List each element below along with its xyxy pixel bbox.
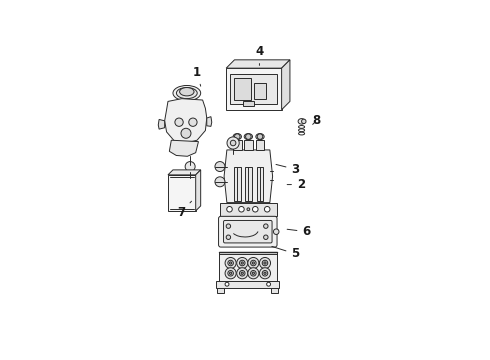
Bar (217, 281, 279, 288)
Bar (234, 167, 241, 201)
Circle shape (227, 207, 232, 212)
Circle shape (264, 272, 266, 274)
Bar (230, 74, 277, 104)
Circle shape (301, 119, 306, 123)
Bar (254, 84, 267, 99)
Bar (217, 288, 224, 293)
FancyBboxPatch shape (219, 216, 277, 247)
Circle shape (273, 229, 279, 234)
Text: 7: 7 (177, 201, 192, 219)
Bar (271, 288, 278, 293)
Circle shape (259, 268, 270, 279)
Polygon shape (207, 117, 212, 126)
Bar (226, 68, 282, 110)
Text: 1: 1 (193, 66, 201, 86)
Circle shape (175, 118, 183, 126)
Circle shape (264, 262, 266, 264)
Circle shape (215, 162, 225, 172)
Polygon shape (224, 150, 272, 203)
Circle shape (235, 134, 240, 139)
Circle shape (265, 207, 270, 212)
Polygon shape (170, 140, 198, 156)
Circle shape (229, 272, 232, 274)
Polygon shape (282, 60, 290, 110)
Circle shape (241, 262, 244, 264)
Ellipse shape (180, 87, 194, 96)
Circle shape (181, 128, 191, 138)
Bar (235, 78, 251, 100)
Circle shape (189, 118, 197, 126)
Circle shape (215, 177, 225, 187)
Ellipse shape (233, 134, 242, 140)
Circle shape (227, 137, 239, 149)
Polygon shape (165, 99, 207, 143)
Circle shape (185, 162, 195, 172)
Circle shape (240, 270, 245, 276)
Text: 3: 3 (276, 163, 299, 176)
Circle shape (264, 224, 268, 228)
Ellipse shape (173, 85, 201, 101)
Ellipse shape (186, 177, 195, 182)
Bar (256, 140, 265, 150)
Circle shape (225, 282, 229, 286)
Circle shape (262, 270, 268, 276)
Bar (220, 203, 277, 216)
Circle shape (241, 272, 244, 274)
Text: 4: 4 (255, 45, 264, 66)
Circle shape (228, 260, 233, 266)
Bar (219, 252, 277, 281)
Circle shape (262, 260, 268, 266)
Bar (245, 167, 252, 201)
Circle shape (240, 260, 245, 266)
Bar (244, 140, 253, 150)
Circle shape (267, 282, 270, 286)
Circle shape (250, 260, 256, 266)
Circle shape (230, 140, 236, 146)
Polygon shape (226, 60, 290, 68)
Circle shape (252, 207, 258, 212)
Text: 6: 6 (287, 225, 311, 238)
Circle shape (226, 235, 231, 239)
Circle shape (250, 270, 256, 276)
Bar (257, 167, 263, 201)
Circle shape (228, 270, 233, 276)
Bar (243, 100, 254, 105)
Ellipse shape (176, 87, 197, 99)
Ellipse shape (244, 134, 252, 140)
Circle shape (237, 257, 248, 269)
Bar (168, 175, 196, 211)
Ellipse shape (298, 118, 305, 124)
Circle shape (257, 134, 263, 139)
Circle shape (239, 207, 244, 212)
Circle shape (252, 272, 254, 274)
Circle shape (248, 257, 259, 269)
Text: 8: 8 (312, 114, 320, 127)
Bar (233, 140, 242, 150)
Circle shape (264, 235, 268, 239)
Circle shape (237, 268, 248, 279)
Circle shape (225, 257, 236, 269)
Polygon shape (196, 170, 201, 211)
Polygon shape (168, 170, 201, 175)
Polygon shape (158, 120, 165, 129)
Circle shape (247, 208, 250, 211)
Circle shape (248, 268, 259, 279)
Circle shape (245, 134, 251, 139)
Circle shape (252, 262, 254, 264)
Circle shape (225, 268, 236, 279)
Circle shape (226, 224, 231, 228)
Text: 2: 2 (287, 178, 305, 191)
FancyBboxPatch shape (223, 220, 272, 243)
Ellipse shape (256, 134, 264, 140)
Circle shape (259, 257, 270, 269)
Circle shape (229, 262, 232, 264)
Text: 5: 5 (272, 246, 299, 260)
